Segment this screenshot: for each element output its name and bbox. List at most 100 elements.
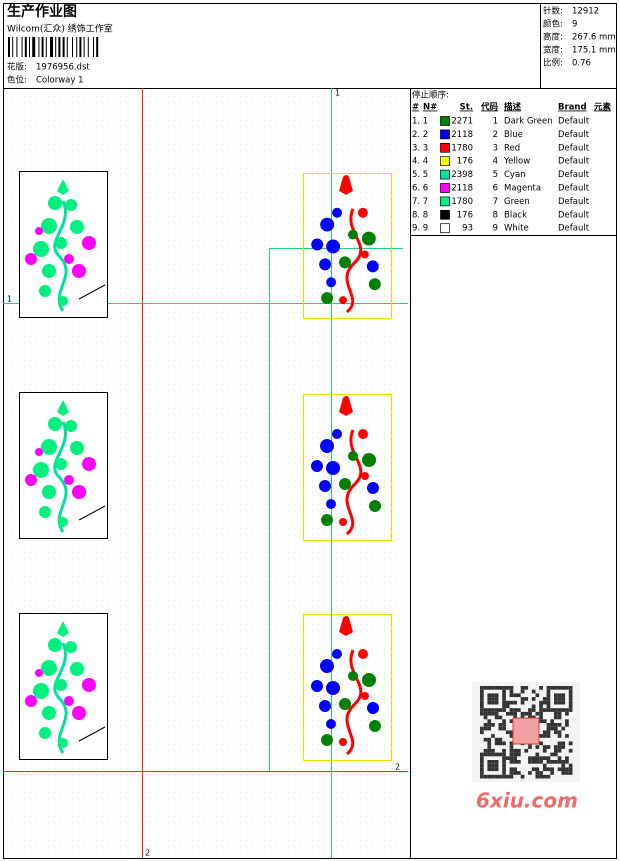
qr-cell: [483, 711, 488, 716]
qr-cell: [502, 767, 506, 772]
bar: [29, 37, 30, 57]
qr-cell: [561, 708, 566, 712]
qr-cell: [505, 704, 510, 709]
qr-cell: [554, 700, 558, 705]
qr-cell: [557, 693, 562, 698]
stitches: 1780: [451, 197, 473, 207]
stitches: 2118: [451, 130, 473, 140]
qr-cell: [480, 771, 484, 775]
code: 6: [493, 184, 498, 194]
qr-cell: [502, 723, 506, 727]
qr-cell: [520, 697, 525, 701]
qr-cell: [494, 760, 499, 764]
qr-cell: [480, 756, 484, 760]
green-frame: [269, 248, 403, 771]
bar: [21, 37, 23, 57]
column-header: St.: [460, 103, 473, 113]
description: White: [504, 224, 529, 234]
column-header: Brand: [558, 103, 587, 113]
qr-cell: [509, 708, 514, 712]
qr-cell: [568, 708, 573, 712]
info-label: 比例:: [543, 58, 563, 69]
qr-cell: [483, 715, 488, 720]
bar: [38, 37, 40, 57]
qr-cell: [546, 723, 551, 727]
brand: Default: [558, 210, 590, 220]
qr-cell: [542, 763, 547, 768]
qr-cell: [535, 771, 540, 775]
bar: [83, 37, 85, 57]
title: 生产作业图: [7, 3, 77, 20]
stitches: 176: [457, 210, 473, 220]
qr-cell: [568, 767, 573, 772]
qr-cell: [483, 774, 488, 779]
qr-cell: [550, 767, 554, 772]
qr-cell: [509, 767, 514, 772]
description: Green: [504, 197, 530, 207]
qr-cell: [554, 711, 558, 716]
qr-cell: [487, 741, 492, 746]
qr-cell: [502, 760, 506, 764]
qr-cell: [491, 763, 495, 768]
qr-cell: [539, 774, 543, 779]
qr-cell: [565, 719, 569, 723]
qr-cell: [524, 711, 529, 716]
qr-cell: [520, 686, 525, 690]
bar: [72, 37, 73, 57]
brand: Default: [558, 170, 590, 180]
bar: [58, 37, 61, 57]
qr-cell: [554, 726, 558, 731]
qr-cell: [542, 748, 547, 753]
qr-cell: [494, 715, 499, 720]
qr-cell: [487, 726, 492, 731]
qr-cell: [539, 686, 543, 690]
bar: [76, 37, 78, 57]
qr-cell: [539, 741, 543, 746]
qr-cell: [491, 767, 495, 772]
qr-cell: [524, 748, 529, 753]
qr-cell: [480, 686, 484, 690]
qr-cell: [491, 774, 495, 779]
code: 5: [493, 170, 498, 180]
qr-cell: [561, 693, 566, 698]
qr-cell: [502, 774, 506, 779]
qr-cell: [557, 711, 562, 716]
bar: [79, 37, 82, 57]
qr-cell: [531, 708, 536, 712]
qr-cell: [517, 771, 521, 775]
qr-cell: [498, 774, 503, 779]
qr-cell: [483, 686, 488, 690]
qr-cell: [505, 711, 510, 716]
qr-cell: [498, 708, 503, 712]
qr-cell: [565, 771, 569, 775]
qr-cell: [502, 741, 506, 746]
qr-cell: [498, 726, 503, 731]
color-table: # N# St. 代码 描述 Brand 元素 1. 1 2271 1 Dark Green Defa…: [412, 102, 612, 234]
order: 8. 8: [412, 210, 428, 220]
qr-cell: [554, 730, 558, 735]
qr-cell: [487, 708, 492, 712]
qr-cell: [539, 711, 543, 716]
qr-cell: [557, 734, 562, 738]
qr-cell: [542, 767, 547, 772]
qr-cell: [565, 767, 569, 772]
qr-cell: [509, 771, 514, 775]
stitches: 2398: [451, 170, 473, 180]
guide-label: 1: [7, 295, 12, 304]
qr-cell: [487, 686, 492, 690]
qr-cell: [539, 771, 543, 775]
qr-cell: [539, 719, 543, 723]
guide-label: 2: [395, 763, 400, 772]
swatch: [440, 142, 450, 153]
qr-cell: [487, 723, 492, 727]
qr-cell: [546, 704, 551, 709]
qr-cell: [480, 760, 484, 764]
bar: [41, 37, 44, 57]
guide-label: 1: [335, 89, 340, 98]
qr-cell: [550, 719, 554, 723]
qr-cell: [546, 689, 551, 694]
qr-cell: [480, 730, 484, 735]
qr-cell: [565, 760, 569, 764]
qr-cell: [509, 774, 514, 779]
brand: Default: [558, 130, 590, 140]
